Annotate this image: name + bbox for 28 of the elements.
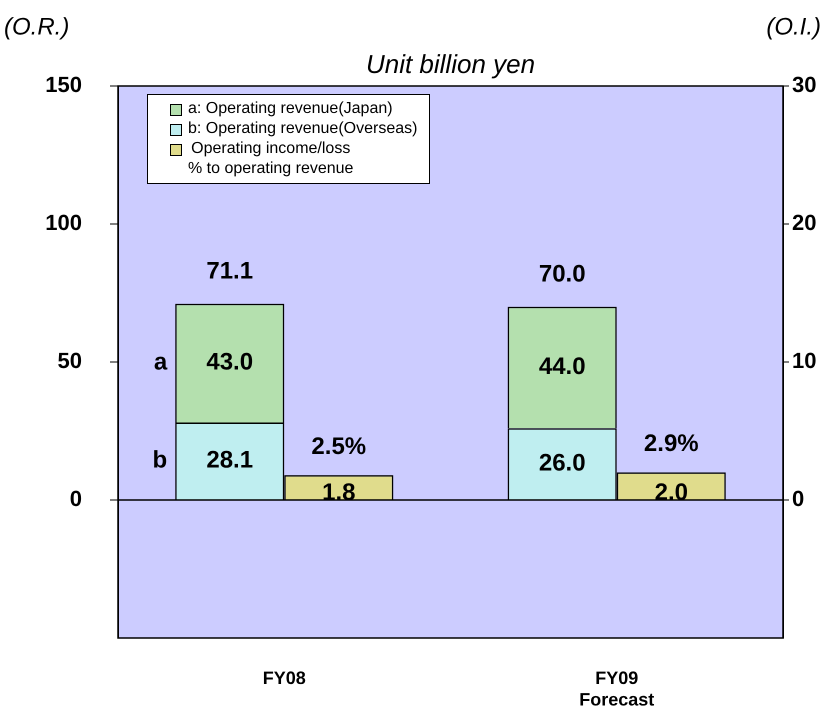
- legend-label: b: Operating revenue(Overseas): [188, 119, 418, 139]
- x-tick-label: FY09 Forecast: [579, 668, 654, 710]
- x-tick-label: FY08: [262, 668, 306, 688]
- legend-label: Operating income/loss % to operating revenue: [188, 139, 354, 179]
- y2-tick-label: 10: [792, 348, 816, 374]
- y-tick-label: 100: [45, 210, 82, 236]
- y-axis-title: (O.R.): [4, 14, 70, 41]
- annotation: a: [154, 348, 168, 376]
- data-label: 43.0: [206, 348, 254, 376]
- y2-tick-label: 30: [792, 72, 816, 98]
- y-tick-label: 150: [45, 72, 82, 98]
- data-label: 2.0: [654, 479, 688, 506]
- data-label: 44.0: [538, 353, 586, 380]
- y2-tick-label: 0: [792, 486, 804, 512]
- data-label: 26.0: [538, 449, 586, 476]
- chart-title: Unit billion yen: [366, 49, 536, 80]
- y-tick-label: 0: [70, 486, 82, 512]
- y2-tick-label: 20: [792, 210, 816, 236]
- total-label: 71.1: [206, 257, 254, 284]
- legend-label: a: Operating revenue(Japan): [188, 99, 393, 119]
- total-label: 70.0: [538, 260, 586, 288]
- y2-axis-title: (O.I.): [766, 14, 821, 41]
- annotation: 2.5%: [311, 432, 366, 460]
- data-label: 1.8: [322, 479, 356, 506]
- y-tick-label: 50: [58, 348, 82, 374]
- data-label: 28.1: [206, 446, 254, 474]
- annotation: b: [152, 446, 168, 474]
- annotation: 2.9%: [644, 430, 699, 458]
